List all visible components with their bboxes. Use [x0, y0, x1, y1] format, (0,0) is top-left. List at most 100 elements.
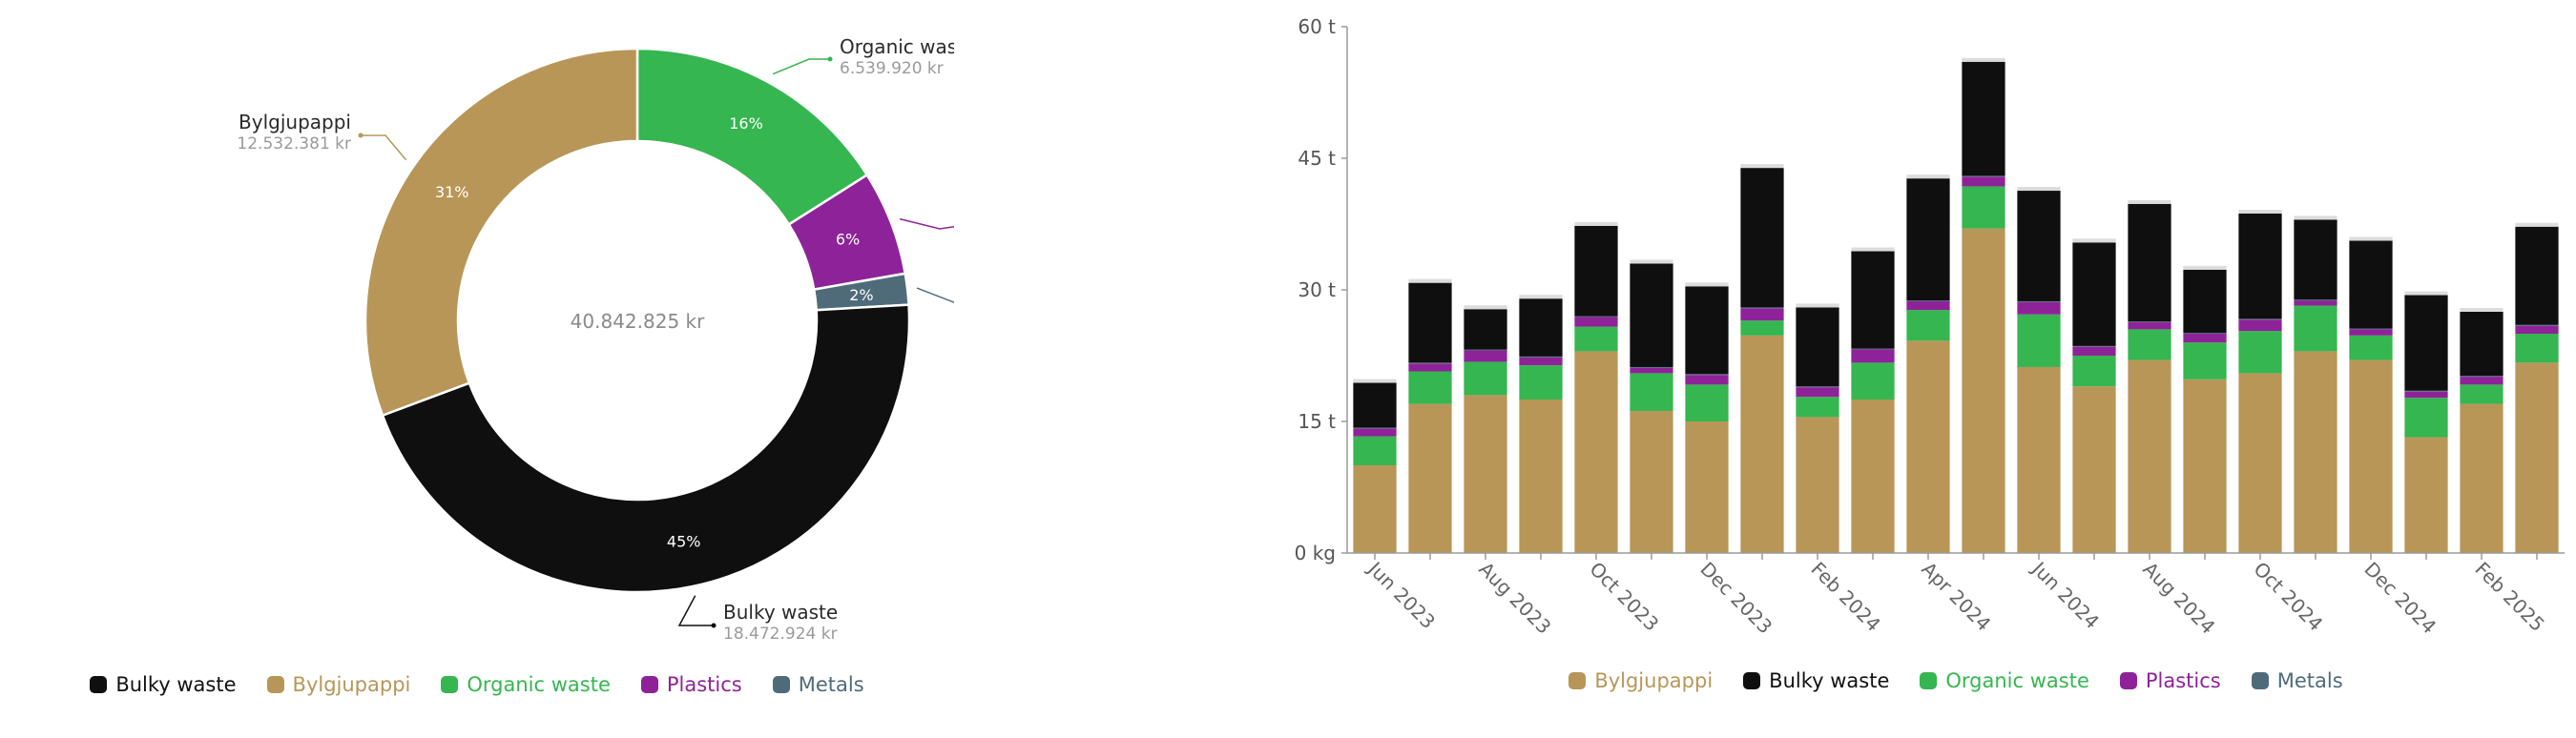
- bar-segment-organic-waste[interactable]: [1796, 397, 1839, 418]
- bar-segment-bulky-waste[interactable]: [2349, 240, 2393, 329]
- bar-segment-bulky-waste[interactable]: [2183, 269, 2227, 334]
- bar-column-dec-2024[interactable]: [2349, 236, 2393, 553]
- bar-segment-bulky-waste[interactable]: [1796, 307, 1839, 387]
- bar-segment-metals[interactable]: [2183, 333, 2227, 334]
- bar-segment-metals[interactable]: [2128, 321, 2171, 323]
- bar-column-jul-2024[interactable]: [2072, 238, 2116, 553]
- bar-segment-bylgjupappi[interactable]: [2238, 373, 2282, 553]
- legend-item-plastics[interactable]: Plastics: [640, 673, 742, 696]
- legend-item-bulky-waste[interactable]: Bulky waste: [1743, 669, 1889, 692]
- legend-item-organic-waste[interactable]: Organic waste: [441, 673, 611, 696]
- bar-segment-organic-waste[interactable]: [1962, 186, 2005, 229]
- bar-segment-bylgjupappi[interactable]: [1519, 400, 1563, 553]
- bar-column-mar-2024[interactable]: [1851, 247, 1895, 553]
- bar-segment-organic-waste[interactable]: [2238, 331, 2282, 374]
- bar-segment-bylgjupappi[interactable]: [2349, 359, 2393, 553]
- donut-slice-bulky-waste[interactable]: [381, 303, 911, 594]
- bar-segment-bulky-waste[interactable]: [2404, 295, 2448, 391]
- bar-segment-metals[interactable]: [1685, 374, 1729, 376]
- bar-segment-bulky-waste[interactable]: [1574, 225, 1618, 317]
- bar-segment-plastics[interactable]: [1353, 428, 1397, 437]
- legend-item-bylgjupappi[interactable]: Bylgjupappi: [1568, 669, 1713, 692]
- bar-segment-bulky-waste[interactable]: [1353, 382, 1397, 428]
- bar-segment-bulky-waste[interactable]: [2072, 242, 2116, 346]
- bar-segment-organic-waste[interactable]: [1408, 371, 1452, 404]
- bar-segment-organic-waste[interactable]: [2349, 335, 2393, 360]
- bar-segment-bulky-waste[interactable]: [1519, 298, 1563, 357]
- legend-item-metals[interactable]: Metals: [2251, 669, 2343, 692]
- bar-segment-plastics[interactable]: [1574, 317, 1618, 327]
- bar-segment-bylgjupappi[interactable]: [2183, 379, 2227, 553]
- bar-segment-bylgjupappi[interactable]: [2515, 362, 2559, 553]
- bar-segment-metals[interactable]: [1408, 362, 1452, 364]
- bar-segment-bulky-waste[interactable]: [1906, 178, 1950, 301]
- bar-segment-bylgjupappi[interactable]: [1408, 403, 1452, 553]
- bar-column-oct-2024[interactable]: [2238, 209, 2282, 553]
- bar-segment-bylgjupappi[interactable]: [2072, 386, 2116, 553]
- bar-column-aug-2024[interactable]: [2128, 199, 2171, 553]
- bar-segment-plastics[interactable]: [1685, 375, 1729, 385]
- bar-segment-metals[interactable]: [1574, 316, 1618, 318]
- bar-segment-metals[interactable]: [1740, 307, 1784, 309]
- bar-segment-bylgjupappi[interactable]: [1796, 417, 1839, 553]
- bar-segment-organic-waste[interactable]: [2404, 398, 2448, 438]
- bar-column-jan-2024[interactable]: [1740, 164, 1784, 553]
- bar-segment-metals[interactable]: [2515, 324, 2559, 326]
- bar-segment-bulky-waste[interactable]: [2238, 213, 2282, 319]
- bar-segment-metals[interactable]: [1464, 349, 1507, 351]
- bar-column-dec-2023[interactable]: [1685, 282, 1729, 553]
- bar-segment-organic-waste[interactable]: [2460, 384, 2503, 404]
- bar-segment-organic-waste[interactable]: [1630, 373, 1673, 411]
- bar-column-feb-2025[interactable]: [2460, 308, 2503, 553]
- bar-segment-bulky-waste[interactable]: [2460, 312, 2503, 377]
- bar-column-may-2024[interactable]: [1962, 57, 2005, 553]
- bar-segment-bylgjupappi[interactable]: [1740, 335, 1784, 553]
- legend-item-organic-waste[interactable]: Organic waste: [1920, 669, 2089, 692]
- bar-segment-metals[interactable]: [2349, 328, 2393, 330]
- bar-column-jun-2024[interactable]: [2017, 187, 2061, 553]
- bar-segment-bylgjupappi[interactable]: [1464, 395, 1507, 553]
- bar-segment-bulky-waste[interactable]: [2128, 203, 2171, 322]
- bar-segment-organic-waste[interactable]: [1851, 362, 1895, 400]
- bar-segment-plastics[interactable]: [2404, 391, 2448, 399]
- bar-column-sep-2023[interactable]: [1519, 295, 1563, 553]
- bar-segment-plastics[interactable]: [2460, 377, 2503, 385]
- bar-segment-metals[interactable]: [1906, 300, 1950, 301]
- bar-segment-metals[interactable]: [1962, 175, 2005, 177]
- bar-column-jul-2023[interactable]: [1408, 278, 1452, 553]
- bar-segment-plastics[interactable]: [2017, 301, 2061, 315]
- bar-segment-bulky-waste[interactable]: [1851, 251, 1895, 349]
- bar-column-mar-2025[interactable]: [2515, 222, 2559, 553]
- legend-item-bylgjupappi[interactable]: Bylgjupappi: [266, 673, 410, 696]
- bar-segment-metals[interactable]: [1353, 427, 1397, 429]
- bar-segment-bulky-waste[interactable]: [1630, 263, 1673, 367]
- bar-column-nov-2023[interactable]: [1630, 259, 1673, 553]
- bar-column-jan-2025[interactable]: [2404, 291, 2448, 553]
- bar-segment-bylgjupappi[interactable]: [2460, 403, 2503, 553]
- bar-segment-organic-waste[interactable]: [1574, 326, 1618, 352]
- bar-column-feb-2024[interactable]: [1796, 303, 1839, 553]
- bar-segment-bylgjupappi[interactable]: [1685, 421, 1729, 553]
- legend-item-metals[interactable]: Metals: [772, 673, 864, 696]
- bar-column-apr-2024[interactable]: [1906, 174, 1950, 553]
- bar-segment-organic-waste[interactable]: [1464, 361, 1507, 396]
- bar-segment-plastics[interactable]: [1519, 357, 1563, 366]
- bar-segment-plastics[interactable]: [2183, 334, 2227, 343]
- donut-slice-bylgjupappi[interactable]: [364, 47, 639, 418]
- bar-segment-bulky-waste[interactable]: [1740, 168, 1784, 308]
- bar-column-nov-2024[interactable]: [2294, 215, 2337, 553]
- bar-segment-bulky-waste[interactable]: [1685, 286, 1729, 375]
- bar-segment-bylgjupappi[interactable]: [1906, 340, 1950, 553]
- bar-segment-bylgjupappi[interactable]: [1574, 351, 1618, 553]
- bar-segment-organic-waste[interactable]: [2183, 342, 2227, 379]
- bar-segment-organic-waste[interactable]: [2072, 356, 2116, 387]
- bar-segment-metals[interactable]: [1851, 348, 1895, 350]
- bar-segment-organic-waste[interactable]: [1353, 436, 1397, 465]
- bar-segment-plastics[interactable]: [2128, 322, 2171, 330]
- bar-segment-plastics[interactable]: [2294, 300, 2337, 306]
- bar-segment-plastics[interactable]: [1851, 349, 1895, 363]
- bar-segment-bulky-waste[interactable]: [2017, 191, 2061, 301]
- bar-segment-metals[interactable]: [1519, 356, 1563, 358]
- bar-segment-bulky-waste[interactable]: [1408, 282, 1452, 363]
- bar-segment-bylgjupappi[interactable]: [2294, 351, 2337, 553]
